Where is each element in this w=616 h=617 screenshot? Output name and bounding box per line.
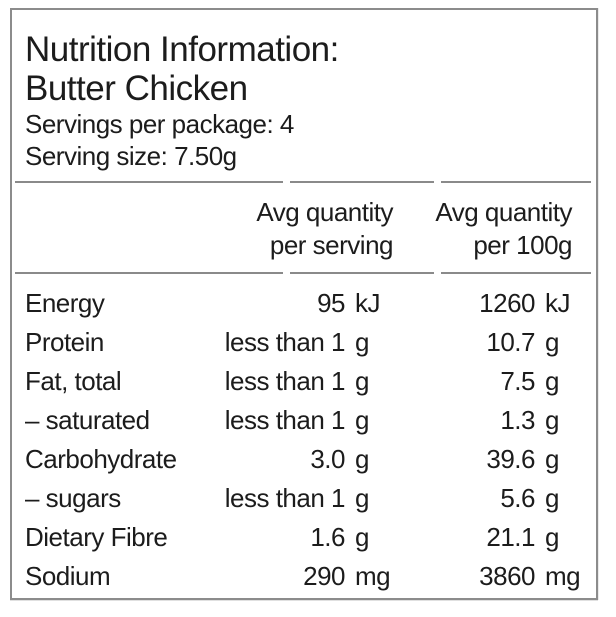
per-100g-unit: g xyxy=(545,405,559,435)
panel-title: Nutrition Information: Butter Chicken xyxy=(25,30,583,108)
title-line-product: Butter Chicken xyxy=(25,69,248,108)
nutrient-name: Fat, total xyxy=(25,366,122,396)
divider-segment xyxy=(290,272,434,274)
column-header-per-100g: Avg quantity per 100g xyxy=(403,196,586,262)
table-row: Fat, total less than 1 g 7.5 g xyxy=(25,362,586,401)
nutrient-name: Energy xyxy=(25,288,105,318)
table-row: – sugars less than 1 g 5.6 g xyxy=(25,479,586,518)
table-row: Protein less than 1 g 10.7 g xyxy=(25,323,586,362)
per-serving-amount: 290 xyxy=(303,561,345,591)
per-serving-amount: less than 1 xyxy=(224,327,346,357)
per-100g-unit: g xyxy=(545,366,559,396)
nutrient-name: Carbohydrate xyxy=(25,444,177,474)
nutrient-table: Energy 95 kJ 1260 kJ Protein less than 1… xyxy=(12,284,596,596)
per-serving-header-line2: per serving xyxy=(269,230,394,260)
per-serving-unit: g xyxy=(355,405,369,435)
table-row: Dietary Fibre 1.6 g 21.1 g xyxy=(25,518,586,557)
per-100g-unit: g xyxy=(545,444,559,474)
per-serving-amount: less than 1 xyxy=(224,366,346,396)
per-100g-amount: 3860 xyxy=(479,561,535,591)
per-100g-unit: mg xyxy=(545,561,581,591)
per-serving-amount: 95 xyxy=(317,288,345,318)
column-header-row: Avg quantity per serving Avg quantity pe… xyxy=(25,196,586,262)
per-100g-amount: 5.6 xyxy=(500,483,535,513)
per-serving-amount: 3.0 xyxy=(310,444,345,474)
table-row: Energy 95 kJ 1260 kJ xyxy=(25,284,586,323)
title-line-category: Nutrition Information: xyxy=(25,30,339,69)
divider-header xyxy=(15,272,591,274)
per-100g-header-line1: Avg quantity xyxy=(435,197,572,227)
column-header-per-serving: Avg quantity per serving xyxy=(185,196,403,262)
nutrient-name: – saturated xyxy=(25,405,150,435)
per-100g-amount: 1.3 xyxy=(500,405,535,435)
per-serving-unit: g xyxy=(355,483,369,513)
column-header-spacer xyxy=(25,196,185,262)
nutrient-name: Sodium xyxy=(25,561,111,591)
per-100g-amount: 10.7 xyxy=(486,327,535,357)
nutrient-name: Dietary Fibre xyxy=(25,522,168,552)
per-serving-header-line1: Avg quantity xyxy=(256,197,393,227)
per-100g-unit: g xyxy=(545,327,559,357)
divider-segment xyxy=(15,181,284,183)
per-100g-unit: kJ xyxy=(545,288,571,318)
divider-segment xyxy=(440,181,591,183)
per-100g-amount: 1260 xyxy=(479,288,535,318)
divider-segment xyxy=(440,272,591,274)
per-serving-unit: g xyxy=(355,327,369,357)
per-serving-unit: g xyxy=(355,522,369,552)
table-row: Carbohydrate 3.0 g 39.6 g xyxy=(25,440,586,479)
per-serving-unit: g xyxy=(355,444,369,474)
divider-segment xyxy=(15,272,284,274)
per-serving-unit: g xyxy=(355,366,369,396)
per-100g-unit: g xyxy=(545,522,559,552)
per-100g-amount: 7.5 xyxy=(500,366,535,396)
per-serving-amount: less than 1 xyxy=(224,405,346,435)
per-serving-unit: kJ xyxy=(355,288,381,318)
table-row: – saturated less than 1 g 1.3 g xyxy=(25,401,586,440)
per-100g-unit: g xyxy=(545,483,559,513)
nutrition-panel-content: Nutrition Information: Butter Chicken Se… xyxy=(12,10,596,598)
per-serving-unit: mg xyxy=(355,561,391,591)
divider-top xyxy=(15,181,591,183)
per-serving-amount: less than 1 xyxy=(224,483,346,513)
per-100g-amount: 21.1 xyxy=(486,522,535,552)
serving-size-text: Serving size: 7.50g xyxy=(25,141,237,171)
nutrient-name: – sugars xyxy=(25,483,121,513)
servings-per-package-text: Servings per package: 4 xyxy=(25,109,294,139)
per-100g-header-line2: per 100g xyxy=(473,230,572,260)
nutrition-panel: Nutrition Information: Butter Chicken Se… xyxy=(10,8,598,600)
divider-segment xyxy=(290,181,434,183)
table-row: Sodium 290 mg 3860 mg xyxy=(25,557,586,596)
per-100g-amount: 39.6 xyxy=(486,444,535,474)
nutrient-name: Protein xyxy=(25,327,104,357)
per-serving-amount: 1.6 xyxy=(310,522,345,552)
